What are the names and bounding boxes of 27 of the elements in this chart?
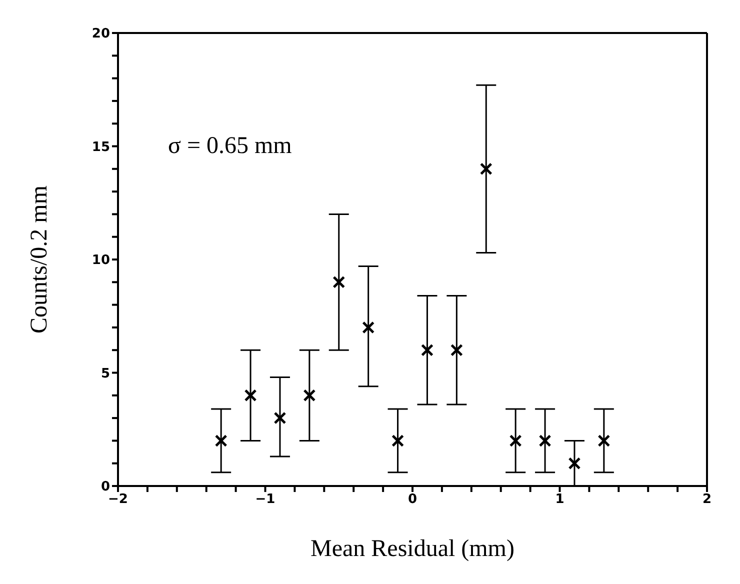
y-axis-title: Counts/0.2 mm	[26, 185, 53, 334]
point	[598, 434, 610, 447]
x-tick-label: 1	[555, 492, 564, 508]
annotation: σ = 0.65 mm	[168, 133, 292, 160]
point	[303, 389, 316, 402]
point	[332, 276, 346, 288]
y-tick-label: 10	[92, 253, 110, 268]
x-tick-label: 2	[702, 492, 712, 508]
point	[362, 321, 375, 334]
point	[392, 434, 404, 447]
x-axis-title: Mean Residual (mm)	[310, 536, 514, 562]
x-tick-label: −1	[255, 492, 276, 508]
point	[274, 412, 286, 424]
point	[214, 434, 228, 447]
point	[480, 162, 492, 176]
point	[568, 457, 581, 470]
point	[420, 344, 434, 356]
point	[538, 434, 552, 447]
y-tick-label: 0	[100, 480, 110, 495]
y-tick-label: 15	[92, 140, 110, 155]
point	[450, 344, 463, 356]
x-tick-label: 0	[408, 492, 418, 508]
point	[244, 389, 257, 402]
point	[509, 434, 522, 447]
y-tick-label: 5	[100, 366, 110, 382]
x-tick-label: −2	[108, 492, 128, 508]
y-tick-label: 20	[92, 26, 110, 42]
